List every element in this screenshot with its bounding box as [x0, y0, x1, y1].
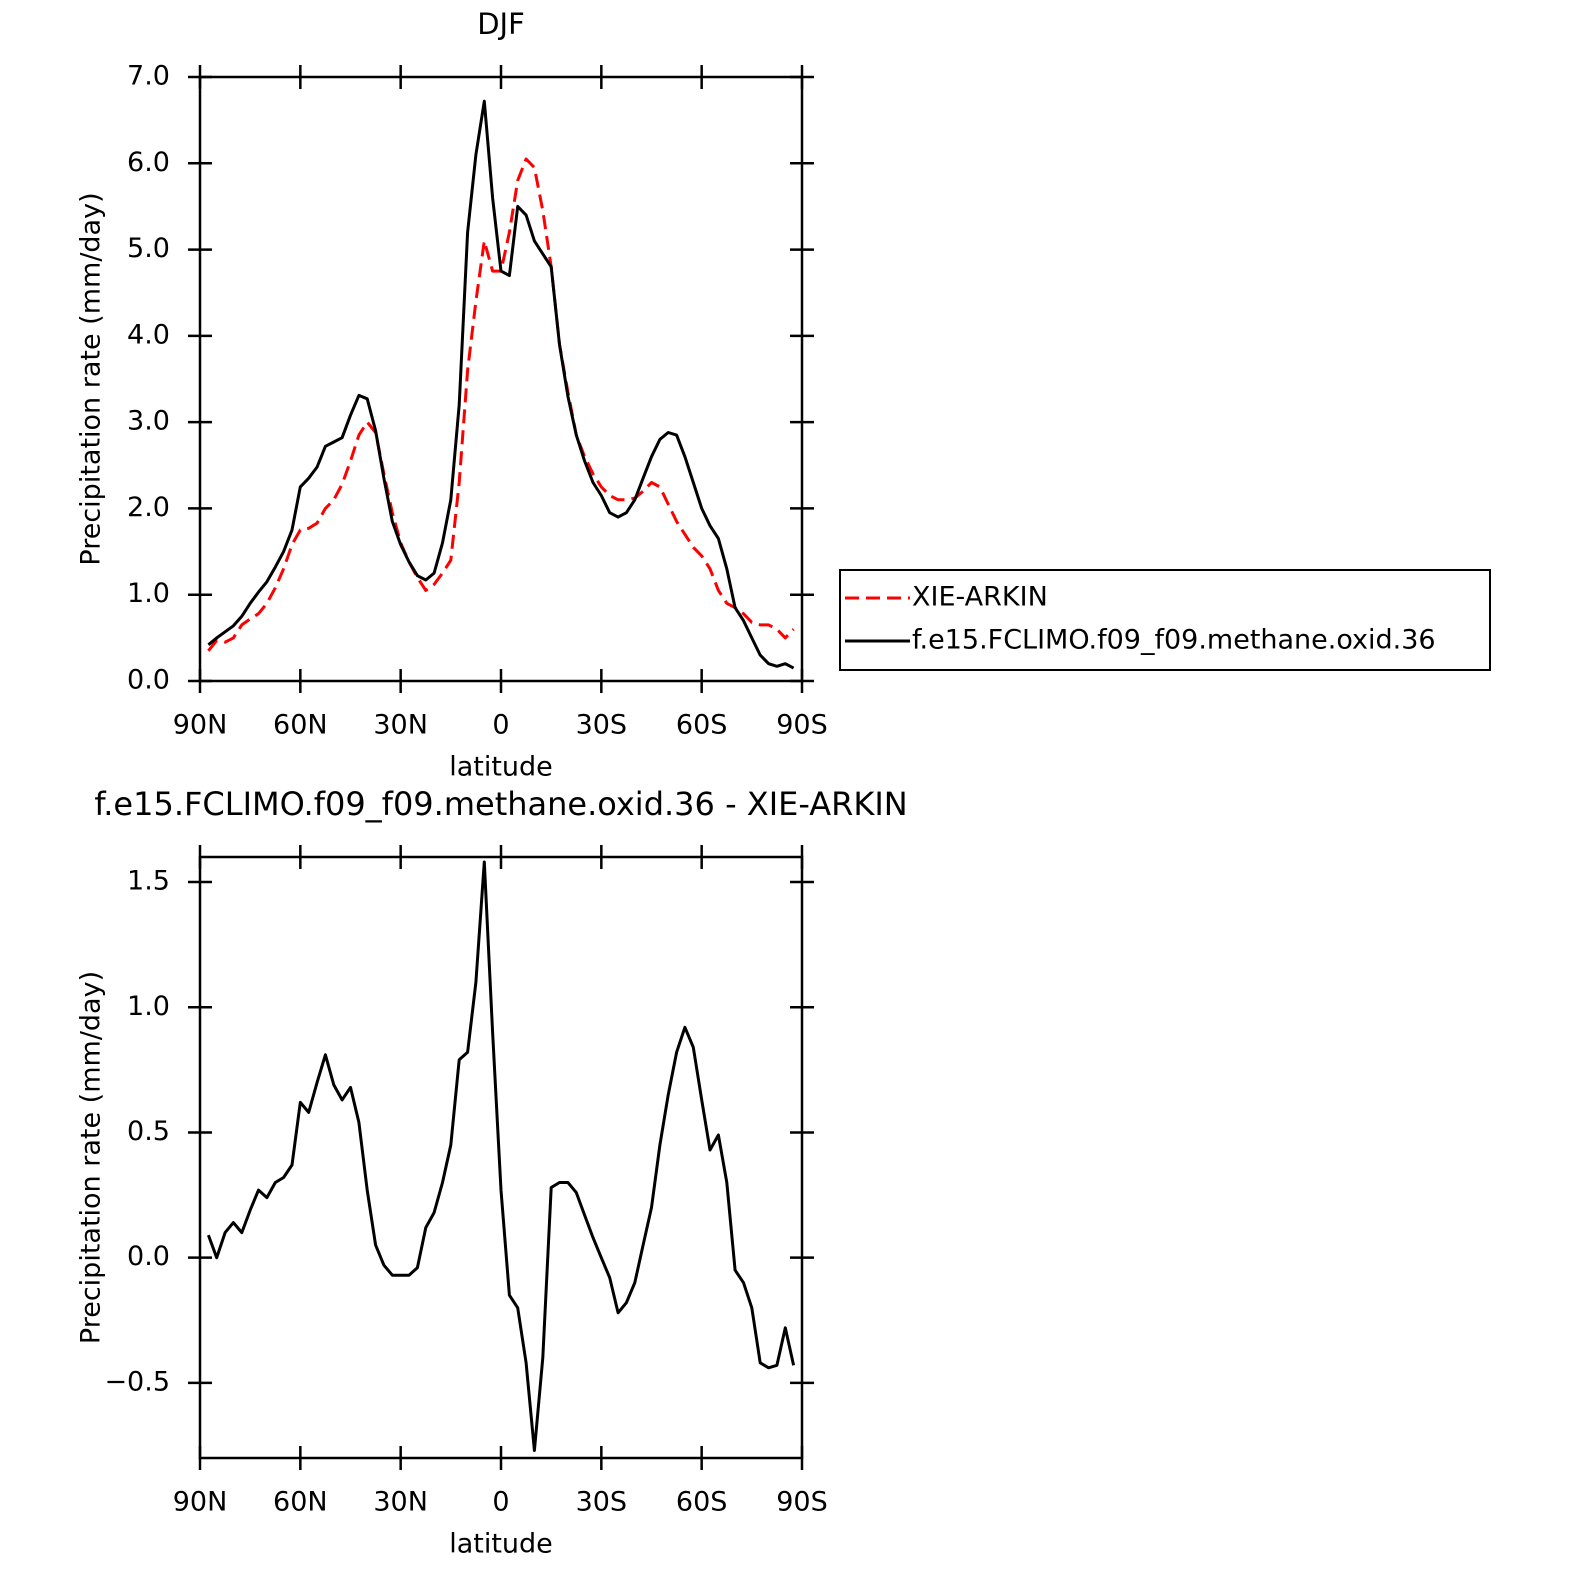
x-axis-label: latitude [449, 1529, 553, 1560]
y-tick-label: −0.5 [104, 1366, 170, 1397]
data-line [207, 99, 795, 670]
chart-title: DJF [477, 7, 525, 41]
x-axis-label: latitude [449, 752, 553, 783]
data-line [207, 157, 795, 652]
legend-label: XIE-ARKIN [912, 582, 1048, 613]
x-tick-label: 30S [576, 1487, 628, 1518]
chart-title: f.e15.FCLIMO.f09_f09.methane.oxid.36 - X… [94, 785, 907, 823]
y-axis-label: Precipitation rate (mm/day) [76, 971, 107, 1344]
x-tick-label: 30N [373, 1487, 428, 1518]
data-line [206, 860, 796, 1452]
y-tick-label: 5.0 [127, 233, 170, 264]
y-tick-label: 1.0 [127, 991, 170, 1022]
x-tick-label: 0 [492, 1487, 509, 1518]
y-tick-label: 3.0 [127, 406, 170, 437]
x-tick-label: 0 [492, 710, 509, 741]
x-tick-label: 30N [373, 710, 428, 741]
y-tick-label: 6.0 [127, 147, 170, 178]
y-tick-label: 1.0 [127, 578, 170, 609]
legend-box [839, 569, 1491, 671]
x-tick-label: 60N [273, 710, 328, 741]
y-tick-label: 7.0 [127, 61, 170, 92]
x-tick-label: 60S [676, 710, 728, 741]
y-tick-label: 0.5 [127, 1116, 170, 1147]
legend-label: f.e15.FCLIMO.f09_f09.methane.oxid.36 [912, 625, 1436, 656]
y-tick-label: 0.0 [127, 1241, 170, 1272]
y-tick-label: 4.0 [127, 319, 170, 350]
plot-frame [198, 855, 804, 1460]
x-tick-label: 30S [576, 710, 628, 741]
x-tick-label: 90S [776, 710, 828, 741]
x-tick-label: 60S [676, 1487, 728, 1518]
y-tick-label: 2.0 [127, 492, 170, 523]
x-tick-label: 90N [173, 710, 228, 741]
y-tick-label: 0.0 [127, 665, 170, 696]
plot-frame [198, 75, 804, 683]
x-tick-label: 90N [173, 1487, 228, 1518]
y-axis-label: Precipitation rate (mm/day) [76, 192, 107, 565]
x-tick-label: 90S [776, 1487, 828, 1518]
y-tick-label: 1.5 [127, 866, 170, 897]
x-tick-label: 60N [273, 1487, 328, 1518]
